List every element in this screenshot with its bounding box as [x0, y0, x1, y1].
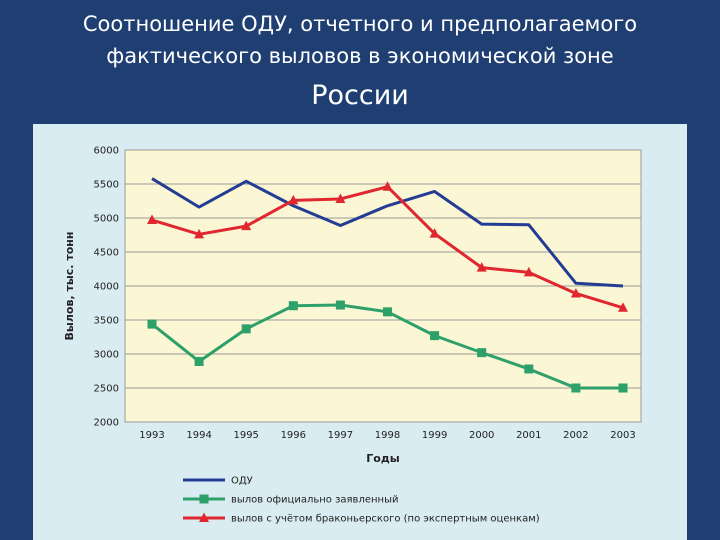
data-point	[288, 301, 298, 311]
data-point	[241, 220, 252, 231]
x-tick-label: 1993	[139, 430, 164, 441]
data-point	[618, 302, 628, 312]
x-tick-label: 1999	[422, 430, 447, 441]
data-point	[383, 307, 392, 317]
legend-marker	[199, 494, 209, 504]
data-point	[288, 194, 299, 205]
y-tick-label: 4500	[94, 248, 119, 259]
y-tick-label: 2500	[94, 384, 119, 395]
x-tick-label: 2002	[563, 430, 588, 441]
data-point	[523, 266, 534, 277]
data-point	[524, 364, 534, 374]
title-line-1: Соотношение ОДУ, отчетного и предполагае…	[82, 12, 638, 36]
legend-label: вылов официально заявленный	[231, 495, 398, 506]
data-point	[430, 331, 440, 341]
x-tick-label: 2000	[469, 430, 494, 441]
x-tick-label: 2001	[516, 430, 541, 441]
series-line-1	[151, 177, 624, 288]
title-line-3: России	[311, 80, 409, 111]
legend-label: вылов с учётом браконьерского (по экспер…	[231, 514, 540, 525]
legend-label: ОДУ	[231, 476, 253, 487]
x-tick-label: 1994	[186, 430, 211, 441]
data-point	[382, 181, 393, 191]
x-tick-label: 2003	[610, 430, 635, 441]
legend-marker	[199, 512, 209, 522]
x-tick-label: 1998	[375, 430, 400, 441]
data-point	[335, 300, 345, 310]
data-point	[429, 228, 440, 238]
y-tick-label: 6000	[94, 146, 119, 157]
line-chart: 6000 5500 5000 4500 4000 3500 3000 2500 2000 1993…	[63, 146, 642, 525]
y-tick-label: 4000	[94, 282, 119, 293]
data-point	[618, 383, 628, 393]
data-point	[241, 324, 251, 334]
data-point	[571, 383, 581, 393]
y-tick-label: 3500	[94, 316, 119, 327]
data-point	[147, 319, 157, 329]
x-tick-label: 1996	[281, 430, 306, 441]
data-point	[570, 287, 581, 298]
y-tick-label: 5500	[94, 180, 119, 191]
x-axis-title: Годы	[366, 452, 399, 465]
data-point	[194, 228, 205, 239]
figure-panel: 6000 5500 5000 4500 4000 3500 3000 2500 2000 1993…	[33, 124, 687, 540]
y-axis-title: Вылов, тыс. тонн	[63, 232, 76, 341]
title-line-2: фактического выловов в экономической зон…	[106, 44, 614, 68]
y-tick-label: 5000	[94, 214, 119, 225]
y-tick-label: 2000	[94, 418, 119, 429]
y-tick-label: 3000	[94, 350, 119, 361]
data-point	[194, 356, 204, 366]
x-tick-label: 1995	[233, 430, 258, 441]
data-point	[476, 262, 487, 272]
data-point	[477, 348, 487, 358]
data-point	[335, 193, 346, 203]
slide-title: Соотношение ОДУ, отчетного и предполагае…	[0, 8, 720, 116]
x-tick-label: 1997	[328, 430, 353, 441]
data-point	[147, 214, 157, 225]
